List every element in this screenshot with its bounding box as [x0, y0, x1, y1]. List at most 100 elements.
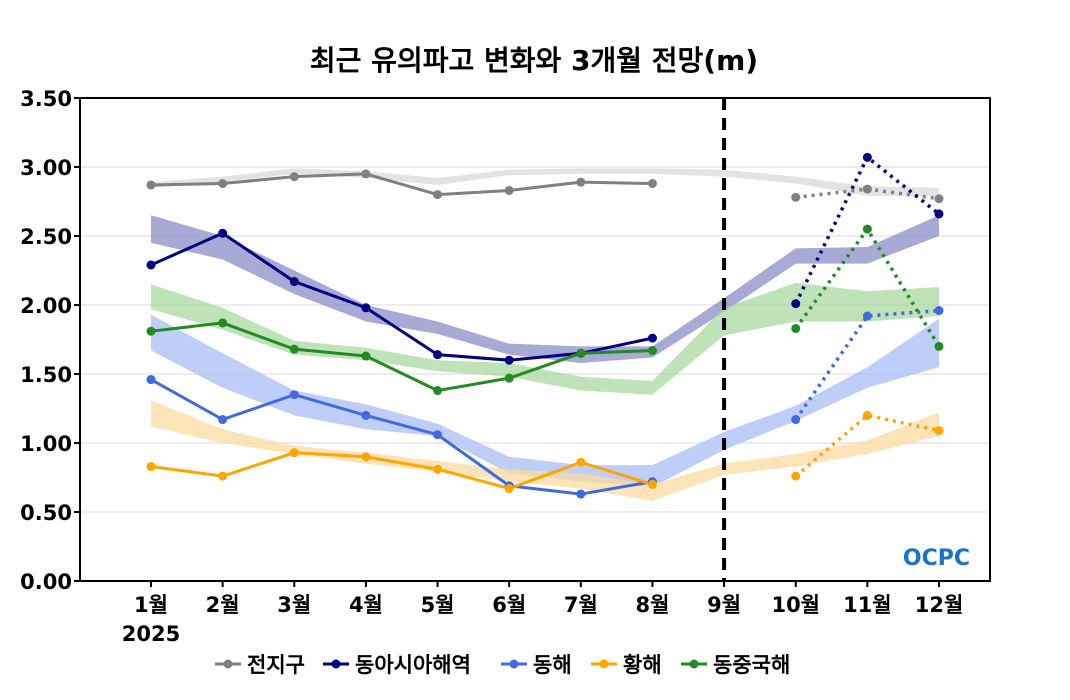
x-tick-label: 1월 [134, 593, 168, 617]
band-동아시아해역 [151, 215, 939, 363]
point-forecast-전지구 [791, 192, 801, 202]
line-observed-동아시아해역 [150, 231, 653, 362]
point-동중국해 [218, 318, 228, 328]
chart-title: 최근 유의파고 변화와 3개월 전망(m) [310, 44, 758, 77]
point-forecast-동아시아해역 [791, 299, 801, 309]
y-tick-label: 1.00 [20, 432, 72, 456]
legend-label: 동아시아해역 [355, 653, 471, 677]
x-tick-label: 4월 [349, 593, 383, 617]
legend-label: 황해 [623, 653, 662, 677]
x-axis: 1월 2월 3월 4월 5월 6월 7월 8월 9월 10월 11월 12월 [134, 581, 963, 617]
point-황해 [504, 484, 514, 494]
point-동아시아해역 [289, 277, 299, 287]
point-동아시아해역 [361, 303, 371, 313]
point-황해 [218, 471, 228, 481]
point-동중국해 [576, 348, 586, 358]
y-tick-label: 0.00 [20, 570, 72, 594]
x-tick-label: 5월 [421, 593, 455, 617]
point-forecast-전지구 [862, 184, 872, 194]
point-전지구 [218, 179, 228, 189]
point-전지구 [647, 179, 657, 189]
x-tick-label: 8월 [635, 593, 669, 617]
x-tick-label: 2월 [206, 593, 240, 617]
point-forecast-동해 [791, 415, 801, 425]
point-동해 [361, 410, 371, 420]
legend-marker-동해 [509, 659, 519, 669]
point-동해 [576, 489, 586, 499]
legend-label: 동중국해 [713, 653, 790, 677]
ocpc-logo: OCPC [903, 546, 970, 571]
x-tick-label: 7월 [564, 593, 598, 617]
point-forecast-동아시아해역 [934, 209, 944, 219]
legend-marker-황해 [599, 659, 609, 669]
point-forecast-동아시아해역 [862, 152, 872, 162]
point-동아시아해역 [504, 355, 514, 365]
point-황해 [433, 464, 443, 474]
point-전지구 [433, 190, 443, 200]
spread-bands [151, 168, 939, 501]
point-forecast-전지구 [934, 194, 944, 204]
point-동해 [218, 415, 228, 425]
y-tick-label: 1.50 [20, 363, 72, 387]
point-동중국해 [361, 351, 371, 361]
y-tick-label: 3.00 [20, 156, 72, 180]
point-동아시아해역 [433, 350, 443, 360]
y-tick-label: 2.50 [20, 225, 72, 249]
point-황해 [289, 448, 299, 458]
x-tick-label: 12월 [915, 593, 964, 617]
point-동아시아해역 [647, 333, 657, 343]
band-전지구 [151, 168, 939, 196]
legend-marker-동중국해 [689, 659, 699, 669]
line-observed-동중국해 [150, 321, 653, 393]
point-forecast-황해 [862, 410, 872, 420]
x-tick-label: 6월 [492, 593, 526, 617]
legend: 전지구 동아시아해역 동해 황해 동중국해 [215, 653, 790, 677]
point-전지구 [146, 180, 156, 190]
x-tick-label: 11월 [843, 593, 892, 617]
point-전지구 [289, 172, 299, 182]
point-황해 [576, 457, 586, 467]
y-tick-label: 2.00 [20, 294, 72, 318]
band-동해 [151, 314, 939, 488]
point-동아시아해역 [146, 260, 156, 270]
x-tick-label: 9월 [707, 593, 741, 617]
line-forecast-동해 [794, 308, 940, 421]
series-points [146, 152, 944, 499]
logo-text: OCPC [903, 546, 970, 571]
legend-label: 동해 [533, 653, 572, 677]
point-forecast-황해 [934, 426, 944, 436]
point-forecast-동중국해 [791, 323, 801, 333]
y-tick-label: 3.50 [20, 87, 72, 111]
y-axis: 0.00 0.50 1.00 1.50 2.00 2.50 3.00 3.50 [20, 87, 80, 594]
band-황해 [151, 400, 939, 501]
point-동해 [433, 430, 443, 440]
year-label: 2025 [122, 622, 180, 646]
x-tick-label: 10월 [771, 593, 820, 617]
point-동중국해 [433, 386, 443, 396]
y-tick-label: 0.50 [20, 501, 72, 525]
point-전지구 [504, 185, 514, 195]
point-동중국해 [289, 344, 299, 354]
band-동중국해 [151, 282, 939, 395]
point-forecast-황해 [791, 471, 801, 481]
line-observed-황해 [150, 451, 653, 491]
point-황해 [146, 461, 156, 471]
line-observed-동해 [150, 378, 653, 496]
point-동아시아해역 [218, 228, 228, 238]
line-observed-전지구 [150, 172, 653, 197]
legend-label: 전지구 [247, 653, 305, 677]
point-황해 [647, 479, 657, 489]
point-동해 [146, 375, 156, 385]
point-forecast-동해 [934, 306, 944, 316]
point-forecast-동중국해 [934, 341, 944, 351]
point-forecast-동중국해 [862, 224, 872, 234]
point-동해 [289, 390, 299, 400]
point-전지구 [361, 169, 371, 179]
x-tick-label: 3월 [277, 593, 311, 617]
point-전지구 [576, 177, 586, 187]
point-동중국해 [647, 346, 657, 356]
point-동중국해 [146, 326, 156, 336]
legend-marker-동아시아해역 [331, 659, 341, 669]
plot-area [79, 97, 991, 582]
